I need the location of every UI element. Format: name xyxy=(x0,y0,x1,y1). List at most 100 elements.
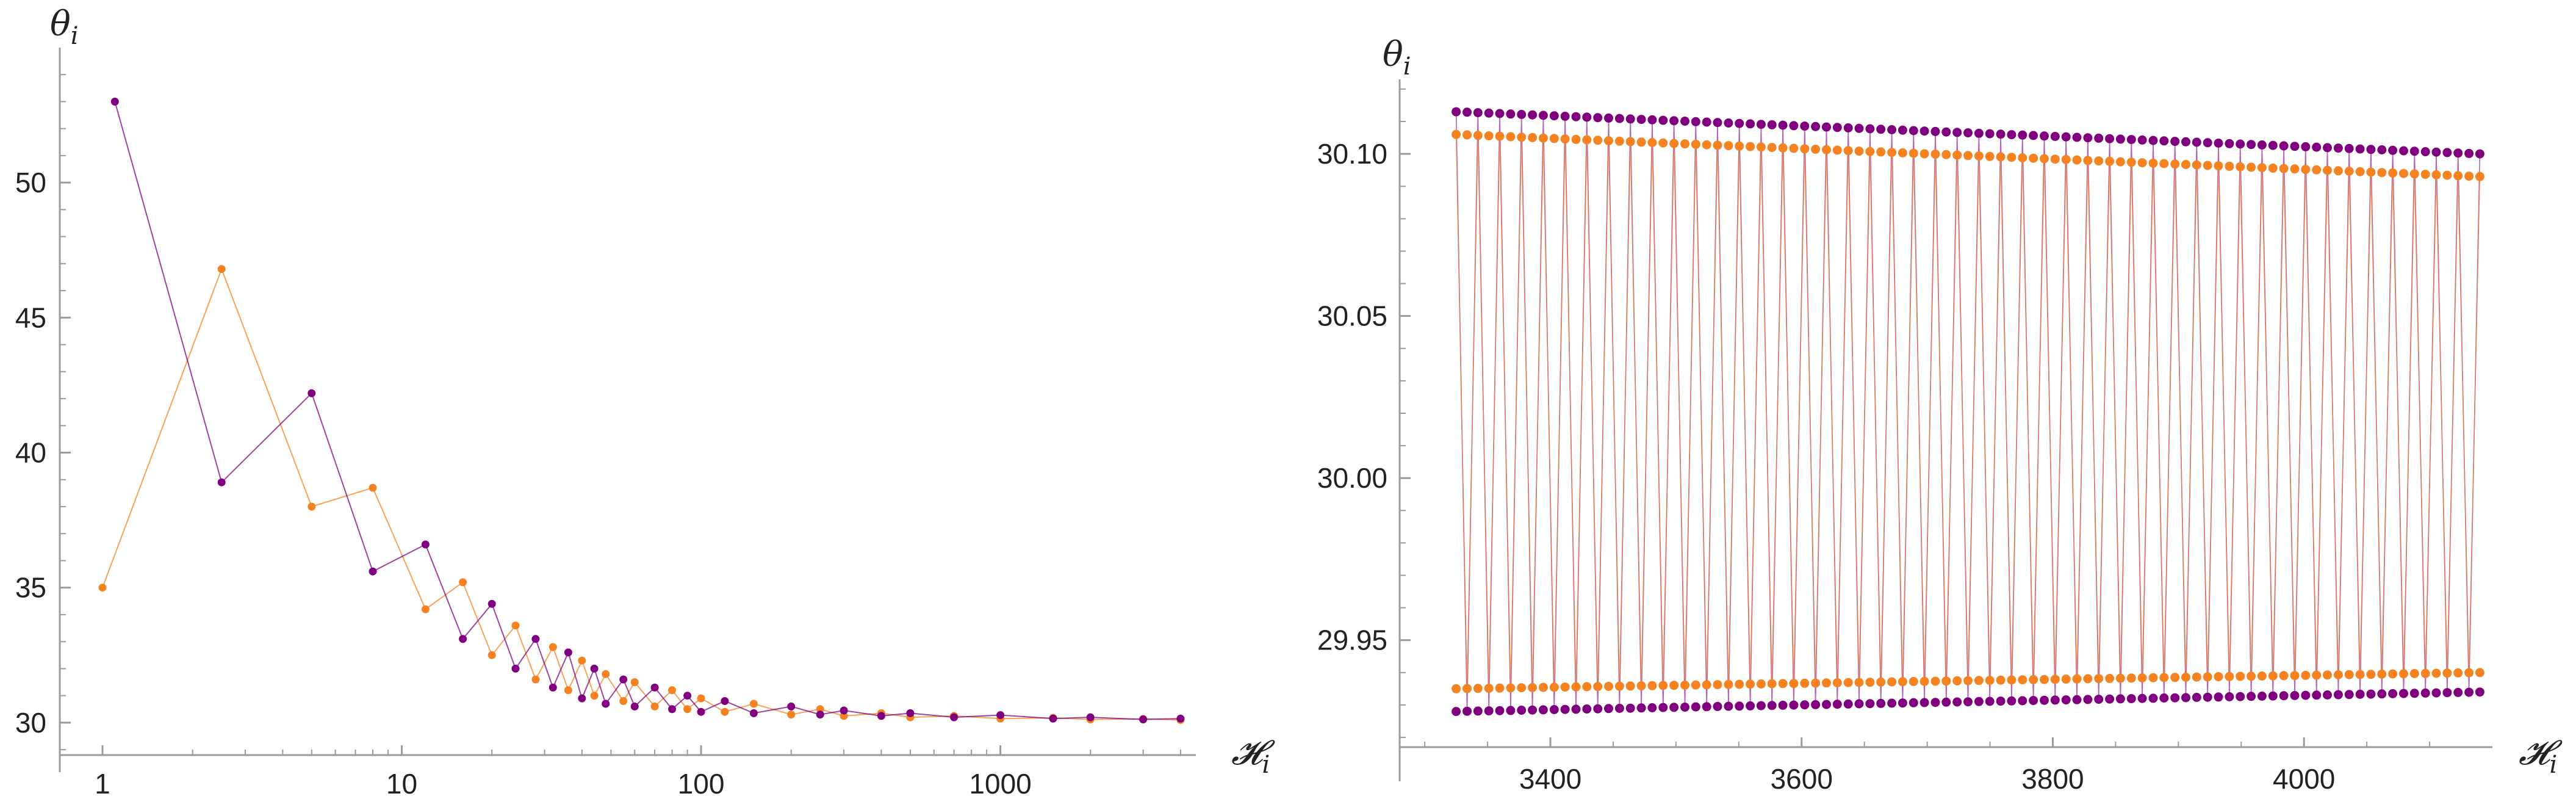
right-series-0-lower-point-20 xyxy=(1669,703,1679,712)
right-series-0-upper-point-51 xyxy=(2007,130,2017,140)
left-series-0-point-17 xyxy=(668,686,676,695)
right-series-1-upper-point-22 xyxy=(1691,139,1700,149)
right-series-1-lower-point-25 xyxy=(1724,679,1733,689)
right-series-0-upper-point-89 xyxy=(2420,147,2430,156)
right-series-1-upper-point-75 xyxy=(2268,163,2278,173)
left-series-1-point-27 xyxy=(950,713,959,721)
right-series-0-lower-point-19 xyxy=(1658,703,1668,712)
right-series-0-lower-point-61 xyxy=(2115,694,2125,704)
right-series-0-upper-point-49 xyxy=(1985,129,1995,139)
right-series-1-lower-point-8 xyxy=(1538,682,1548,692)
left-ytick-label-3: 45 xyxy=(15,302,46,333)
right-xtick-label-1: 3600 xyxy=(1771,763,1833,795)
left-series-1-point-28 xyxy=(996,711,1005,719)
right-series-1-lower-point-56 xyxy=(2061,674,2071,684)
right-y-axis-title-main: θ xyxy=(1383,35,1403,74)
right-series-1-lower-point-64 xyxy=(2148,673,2158,682)
right-series-0-lower-point-36 xyxy=(1843,699,1853,709)
right-series-1-lower-point-21 xyxy=(1680,681,1689,690)
right-series-0-lower-point-55 xyxy=(2050,695,2060,705)
right-series-0-upper-point-9 xyxy=(1549,111,1559,121)
right-series-1-upper-point-26 xyxy=(1735,141,1744,151)
right-series-1-upper-point-2 xyxy=(1473,131,1483,140)
right-series-0-upper-point-26 xyxy=(1735,118,1744,128)
right-series-1-upper-point-54 xyxy=(2040,154,2049,164)
right-series-1-lower-point-82 xyxy=(2344,670,2354,679)
right-series-0-upper-point-54 xyxy=(2040,131,2049,141)
right-series-0-upper-point-48 xyxy=(1974,128,1984,138)
left-x-axis-title-sub: i xyxy=(1262,751,1270,779)
right-series-1-upper-point-88 xyxy=(2409,169,2419,179)
right-series-0-lower-point-43 xyxy=(1919,698,1929,707)
right-series-0-upper-point-45 xyxy=(1941,127,1951,137)
right-series-0-upper-point-53 xyxy=(2029,131,2038,140)
right-ytick-label-0: 29.95 xyxy=(1317,624,1387,656)
right-series-1-lower-point-53 xyxy=(2029,674,2038,684)
right-series-1-upper-point-40 xyxy=(1887,148,1897,157)
right-series-0-upper-point-52 xyxy=(2018,130,2027,140)
left-ytick-label-1: 35 xyxy=(15,572,46,604)
right-series-1-lower-point-28 xyxy=(1756,679,1766,689)
right-series-1-upper-point-12 xyxy=(1582,135,1592,145)
right-y-axis-title-sub: i xyxy=(1403,52,1411,81)
right-series-1-upper-point-64 xyxy=(2148,158,2158,168)
right-series-1-upper-point-10 xyxy=(1560,134,1570,144)
left-plot-area xyxy=(98,98,1185,724)
right-series-0-lower-point-16 xyxy=(1625,703,1635,713)
right-series-1-upper-point-39 xyxy=(1876,147,1886,157)
right-series-1-lower-point-90 xyxy=(2431,668,2441,678)
left-series-1-point-16 xyxy=(650,683,659,692)
right-series-1-upper-point-30 xyxy=(1778,143,1788,153)
right-series-1-lower-point-43 xyxy=(1919,676,1929,686)
right-series-1-upper-point-66 xyxy=(2170,159,2180,169)
right-series-0-lower-point-37 xyxy=(1854,699,1864,709)
left-series-0-point-15 xyxy=(630,678,639,687)
right-series-0-lower-point-52 xyxy=(2018,696,2027,706)
right-series-1-lower-point-45 xyxy=(1941,676,1951,686)
right-series-0-upper-point-12 xyxy=(1582,112,1592,122)
right-series-0-lower-point-69 xyxy=(2203,692,2212,702)
left-series-1-point-0 xyxy=(110,98,119,106)
right-series-0-upper-point-28 xyxy=(1756,120,1766,129)
right-series-0-lower-point-51 xyxy=(2007,696,2017,706)
right-series-1-lower-point-10 xyxy=(1560,682,1570,692)
right-x-ticks: 3400 3600 3800 4000 xyxy=(1424,737,2431,795)
right-series-1-lower-point-22 xyxy=(1691,680,1700,690)
right-series-1-upper-point-38 xyxy=(1865,146,1875,156)
right-series-0-lower-point-17 xyxy=(1636,703,1646,713)
left-series-1-point-10 xyxy=(564,648,572,657)
right-series-1-lower-point-9 xyxy=(1549,682,1559,692)
right-series-1-lower-point-35 xyxy=(1832,678,1842,687)
right-series-1-lower-point-72 xyxy=(2236,671,2245,681)
right-series-1-upper-point-25 xyxy=(1724,141,1733,151)
right-series-0-lower-point-23 xyxy=(1702,702,1711,712)
right-series-0-upper-point-36 xyxy=(1843,123,1853,132)
right-series-1-lower-point-61 xyxy=(2115,673,2125,683)
right-series-1-upper-point-4 xyxy=(1495,131,1505,141)
right-series-1-lower-point-46 xyxy=(1952,676,1962,685)
right-series-1-lower-point-77 xyxy=(2290,671,2300,681)
right-series-1-upper-point-94 xyxy=(2475,172,2484,181)
right-series-0-upper-point-18 xyxy=(1647,115,1657,125)
right-series-0-upper-point-4 xyxy=(1495,109,1505,118)
right-series-1-upper-point-93 xyxy=(2464,172,2474,181)
right-series-1-lower-point-67 xyxy=(2181,673,2190,682)
right-series-0-upper-point-69 xyxy=(2203,138,2212,148)
right-series-1-upper-point-79 xyxy=(2312,165,2322,175)
left-ytick-label-2: 40 xyxy=(15,437,46,469)
right-series-1-lower-point-2 xyxy=(1473,684,1483,693)
right-series-1-upper-point-45 xyxy=(1941,150,1951,159)
left-series-1-point-26 xyxy=(906,709,915,717)
right-series-0-lower-point-80 xyxy=(2323,690,2332,700)
right-series-0-upper-point-61 xyxy=(2115,134,2125,144)
right-series-0-upper-point-43 xyxy=(1919,126,1929,136)
right-series-1-upper-point-36 xyxy=(1843,146,1853,156)
right-series-1-upper-point-55 xyxy=(2050,154,2060,164)
right-series-1-lower-point-78 xyxy=(2301,670,2311,680)
right-series-1-upper-point-16 xyxy=(1625,137,1635,146)
right-series-0-upper-point-72 xyxy=(2236,139,2245,149)
right-series-1-lower-point-76 xyxy=(2279,671,2289,681)
right-series-1-lower-point-50 xyxy=(1996,675,2006,685)
right-series-0-upper-point-74 xyxy=(2257,140,2267,150)
